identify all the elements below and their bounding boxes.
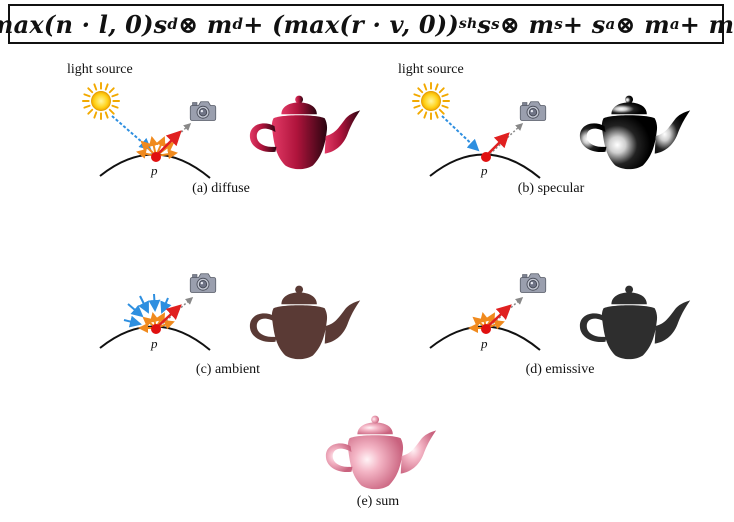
formula-part-3: s xyxy=(477,9,492,39)
reflected-ray xyxy=(155,130,182,157)
formula-sub-s: s xyxy=(491,15,500,33)
reflected-ray xyxy=(485,132,510,157)
diffuse-diagram xyxy=(82,82,217,179)
teapot-specular xyxy=(579,95,691,170)
formula-sub-d2: d xyxy=(232,15,244,33)
formula-sub-a: a xyxy=(605,15,616,33)
teapot-ambient xyxy=(249,285,361,360)
ambient-light-rays xyxy=(123,293,172,328)
emissive-diagram xyxy=(429,273,547,351)
view-ray xyxy=(159,297,194,327)
camera-icon xyxy=(519,273,547,293)
formula-sub-a2: a xyxy=(669,15,680,33)
formula-part-4: + s xyxy=(562,9,606,39)
point-label-ambient: p xyxy=(151,336,158,351)
incoming-light-ray xyxy=(441,115,480,152)
formula-otimes-2: ⊗ m xyxy=(499,9,555,39)
surface-point xyxy=(151,152,161,162)
point-label-diffuse: p xyxy=(151,163,158,178)
sun-icon xyxy=(412,82,450,120)
teapot-sum xyxy=(325,415,437,490)
camera-icon xyxy=(519,101,547,121)
specular-diagram xyxy=(412,82,547,179)
surface-point xyxy=(481,152,491,162)
caption-emissive: (d) emissive xyxy=(525,362,595,377)
sun-icon xyxy=(82,82,120,120)
caption-specular: (b) specular xyxy=(517,181,585,196)
view-ray xyxy=(489,122,524,155)
teapot-emissive xyxy=(579,285,691,360)
formula-part-2: + (max(r · v, 0)) xyxy=(243,9,459,39)
formula-otimes-1: ⊗ m xyxy=(178,9,233,39)
formula-otimes-3: ⊗ m xyxy=(615,9,670,39)
formula-part-1: max(n · l, 0)s xyxy=(0,9,168,39)
caption-ambient: (c) ambient xyxy=(195,362,261,377)
formula-part-5: + m xyxy=(679,9,734,39)
view-ray xyxy=(489,297,524,327)
surface-point xyxy=(481,324,491,334)
surface-point xyxy=(151,324,161,334)
point-label-emissive: p xyxy=(481,336,488,351)
teapot-diffuse xyxy=(249,95,361,170)
light-source-label-specular: light source xyxy=(398,62,464,77)
caption-diffuse: (a) diffuse xyxy=(192,181,250,196)
formula-sub-d: d xyxy=(167,15,179,33)
ambient-diagram xyxy=(99,273,217,351)
reflected-ray xyxy=(155,304,182,329)
light-source-label-diffuse: light source xyxy=(67,62,133,77)
point-label-specular: p xyxy=(481,163,488,178)
camera-icon xyxy=(189,273,217,293)
reflected-ray xyxy=(485,304,512,329)
formula-sup-sh: sh xyxy=(458,16,478,32)
camera-icon xyxy=(189,101,217,121)
caption-sum: (e) sum xyxy=(356,494,400,509)
formula-sub-s2: s xyxy=(554,15,563,33)
